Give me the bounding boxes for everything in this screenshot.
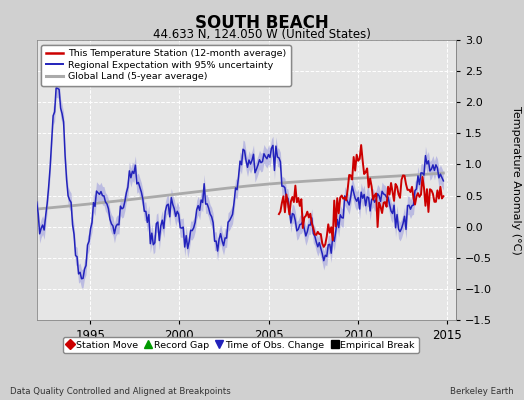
Text: 44.633 N, 124.050 W (United States): 44.633 N, 124.050 W (United States) <box>153 28 371 41</box>
Y-axis label: Temperature Anomaly (°C): Temperature Anomaly (°C) <box>511 106 521 254</box>
Text: Data Quality Controlled and Aligned at Breakpoints: Data Quality Controlled and Aligned at B… <box>10 387 231 396</box>
Legend: This Temperature Station (12-month average), Regional Expectation with 95% uncer: This Temperature Station (12-month avera… <box>41 45 291 86</box>
Text: SOUTH BEACH: SOUTH BEACH <box>195 14 329 32</box>
Text: Berkeley Earth: Berkeley Earth <box>450 387 514 396</box>
Legend: Station Move, Record Gap, Time of Obs. Change, Empirical Break: Station Move, Record Gap, Time of Obs. C… <box>63 337 419 353</box>
